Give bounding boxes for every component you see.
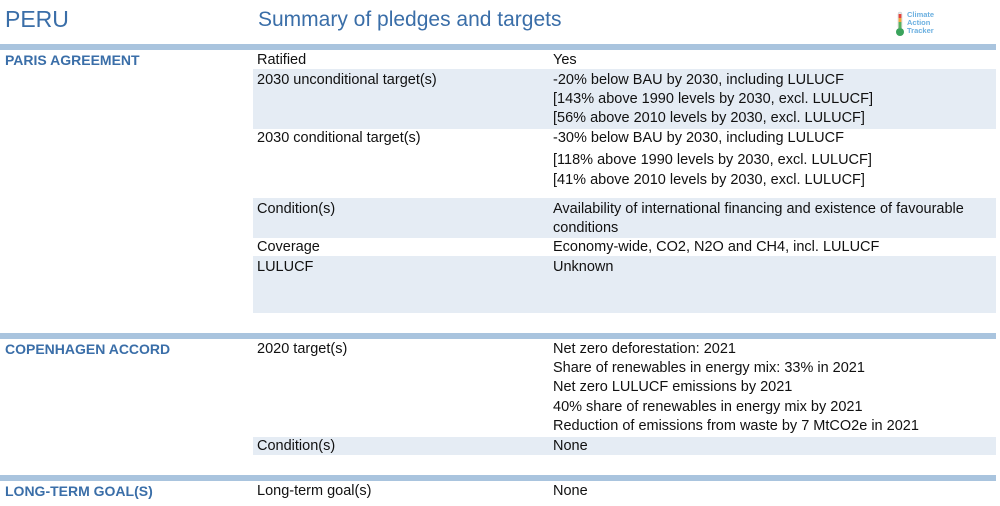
section-divider: [0, 333, 996, 339]
section-title-paris: PARIS AGREEMENT: [5, 52, 140, 68]
row-value: None: [553, 438, 588, 454]
section-divider: [0, 475, 996, 481]
section-title-long-term: LONG-TERM GOAL(S): [5, 483, 153, 499]
row-value: Availability of international financing …: [553, 201, 964, 217]
row-value: Net zero deforestation: 2021: [553, 341, 736, 357]
row-value: Unknown: [553, 259, 614, 275]
row-value: Share of renewables in energy mix: 33% i…: [553, 360, 865, 376]
section-title-copenhagen: COPENHAGEN ACCORD: [5, 341, 171, 357]
row-label-conditional-target: 2030 conditional target(s): [257, 130, 421, 146]
section-divider: [0, 44, 996, 50]
country-title: PERU: [5, 6, 69, 32]
row-label-long-term-goal: Long-term goal(s): [257, 483, 372, 499]
page-header: PERU Summary of pledges and targets Clim…: [0, 0, 1000, 44]
row-value: [56% above 2010 levels by 2030, excl. LU…: [553, 110, 865, 126]
row-value: [143% above 1990 levels by 2030, excl. L…: [553, 91, 873, 107]
row-label-ratified: Ratified: [257, 52, 307, 68]
row-label-unconditional-target: 2030 unconditional target(s): [257, 72, 437, 88]
row-value: Economy-wide, CO2, N2O and CH4, incl. LU…: [553, 239, 880, 255]
row-value: [118% above 1990 levels by 2030, excl. L…: [553, 152, 872, 168]
row-background: [253, 437, 996, 455]
climate-action-tracker-logo: Climate Action Tracker: [895, 10, 955, 37]
row-value: Net zero LULUCF emissions by 2021: [553, 379, 793, 395]
logo-text: Climate Action Tracker: [907, 10, 935, 36]
row-background: [253, 69, 996, 129]
row-value: None: [553, 483, 588, 499]
row-label-2020-target: 2020 target(s): [257, 341, 348, 357]
thermometer-icon: [896, 11, 904, 36]
row-label-conditions: Condition(s): [257, 201, 336, 217]
row-value: Yes: [553, 52, 577, 68]
row-value: -30% below BAU by 2030, including LULUCF: [553, 130, 844, 146]
page-subtitle: Summary of pledges and targets: [258, 8, 562, 31]
row-value: -20% below BAU by 2030, including LULUCF: [553, 72, 844, 88]
row-value: Reduction of emissions from waste by 7 M…: [553, 418, 919, 434]
row-label-coverage: Coverage: [257, 239, 320, 255]
row-value: [41% above 2010 levels by 2030, excl. LU…: [553, 172, 865, 188]
row-background: [253, 198, 996, 238]
row-value: conditions: [553, 220, 619, 236]
row-label-lulucf: LULUCF: [257, 259, 314, 275]
row-label-conditions: Condition(s): [257, 438, 336, 454]
row-value: 40% share of renewables in energy mix by…: [553, 399, 863, 415]
row-background: [253, 256, 996, 313]
